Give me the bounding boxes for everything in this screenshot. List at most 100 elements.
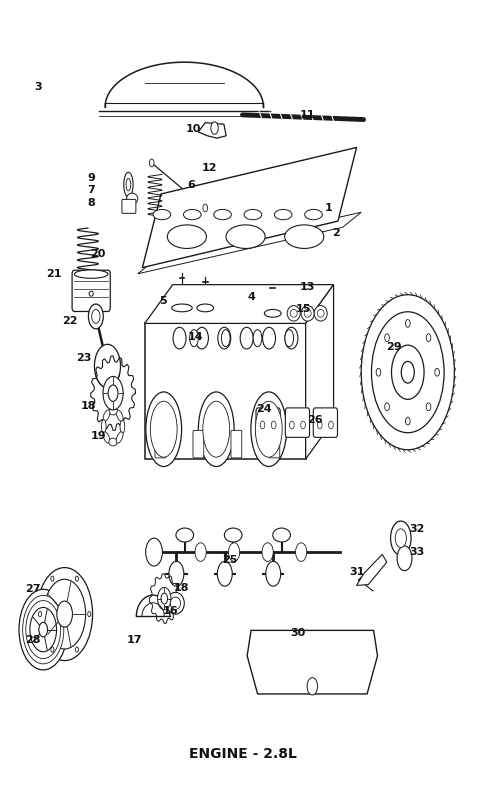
Ellipse shape [262, 327, 275, 349]
Polygon shape [142, 147, 356, 267]
Circle shape [425, 334, 430, 342]
Text: 17: 17 [126, 634, 142, 645]
Ellipse shape [74, 270, 108, 278]
Circle shape [94, 344, 120, 388]
Circle shape [328, 421, 333, 429]
Circle shape [228, 543, 239, 562]
Text: 24: 24 [255, 403, 271, 414]
Circle shape [23, 596, 64, 664]
Ellipse shape [126, 193, 137, 204]
FancyBboxPatch shape [230, 430, 241, 458]
Circle shape [39, 623, 47, 637]
Circle shape [157, 588, 171, 610]
Text: 2: 2 [331, 228, 339, 238]
Text: 25: 25 [221, 554, 237, 565]
Circle shape [51, 647, 54, 652]
Text: 6: 6 [187, 180, 195, 190]
Circle shape [57, 601, 72, 627]
Ellipse shape [224, 528, 242, 542]
Ellipse shape [289, 309, 297, 317]
Circle shape [384, 334, 389, 342]
Text: 28: 28 [25, 634, 41, 645]
Ellipse shape [284, 327, 297, 349]
Ellipse shape [221, 330, 229, 346]
Circle shape [75, 576, 78, 581]
Text: 4: 4 [247, 292, 255, 302]
Ellipse shape [287, 305, 300, 321]
Ellipse shape [183, 210, 201, 220]
FancyBboxPatch shape [155, 430, 166, 458]
Ellipse shape [226, 225, 265, 248]
Ellipse shape [146, 392, 181, 467]
Text: 8: 8 [87, 199, 95, 208]
Ellipse shape [166, 592, 184, 614]
Ellipse shape [103, 410, 110, 421]
Circle shape [91, 309, 100, 324]
Circle shape [405, 417, 409, 425]
Circle shape [161, 593, 167, 604]
Ellipse shape [240, 327, 253, 349]
Circle shape [300, 421, 305, 429]
Ellipse shape [301, 305, 314, 321]
Circle shape [391, 345, 423, 399]
Polygon shape [356, 554, 386, 585]
Text: 32: 32 [408, 524, 424, 534]
Polygon shape [105, 62, 263, 107]
Polygon shape [144, 285, 333, 324]
Text: 11: 11 [299, 110, 315, 120]
Ellipse shape [264, 309, 281, 317]
Circle shape [390, 521, 410, 555]
FancyBboxPatch shape [193, 430, 203, 458]
Polygon shape [144, 324, 305, 459]
Polygon shape [137, 212, 361, 274]
Circle shape [434, 369, 439, 376]
Circle shape [211, 122, 218, 134]
Ellipse shape [303, 309, 311, 317]
Circle shape [44, 579, 85, 649]
Ellipse shape [217, 327, 230, 349]
Ellipse shape [274, 210, 291, 220]
Ellipse shape [243, 210, 261, 220]
Circle shape [103, 377, 123, 410]
Text: 30: 30 [290, 629, 305, 638]
Circle shape [289, 421, 294, 429]
Ellipse shape [213, 210, 231, 220]
FancyBboxPatch shape [285, 408, 309, 437]
Circle shape [306, 678, 317, 695]
Circle shape [317, 421, 321, 429]
FancyBboxPatch shape [72, 271, 110, 312]
Ellipse shape [189, 330, 198, 346]
Ellipse shape [170, 597, 180, 609]
Ellipse shape [108, 407, 117, 414]
Ellipse shape [123, 172, 133, 197]
Text: 31: 31 [348, 567, 363, 577]
Ellipse shape [101, 419, 106, 433]
Text: 20: 20 [91, 249, 106, 259]
Circle shape [295, 543, 306, 562]
Circle shape [376, 369, 380, 376]
Circle shape [271, 421, 275, 429]
Polygon shape [305, 285, 333, 459]
Circle shape [37, 568, 92, 660]
Text: 29: 29 [385, 343, 401, 353]
Ellipse shape [116, 432, 123, 443]
Circle shape [202, 204, 207, 212]
Circle shape [38, 611, 42, 617]
Text: 14: 14 [188, 332, 203, 343]
Ellipse shape [284, 330, 293, 346]
Text: 9: 9 [87, 173, 95, 184]
Ellipse shape [198, 392, 234, 467]
Circle shape [371, 312, 443, 433]
Circle shape [26, 600, 61, 659]
Text: 12: 12 [202, 164, 217, 173]
Ellipse shape [317, 309, 323, 317]
FancyBboxPatch shape [313, 408, 337, 437]
Circle shape [88, 304, 103, 329]
Circle shape [149, 159, 154, 167]
Text: 5: 5 [159, 296, 167, 306]
Circle shape [384, 403, 389, 411]
Circle shape [145, 538, 162, 566]
Circle shape [394, 529, 406, 547]
Text: 22: 22 [62, 316, 78, 326]
Ellipse shape [116, 410, 123, 421]
